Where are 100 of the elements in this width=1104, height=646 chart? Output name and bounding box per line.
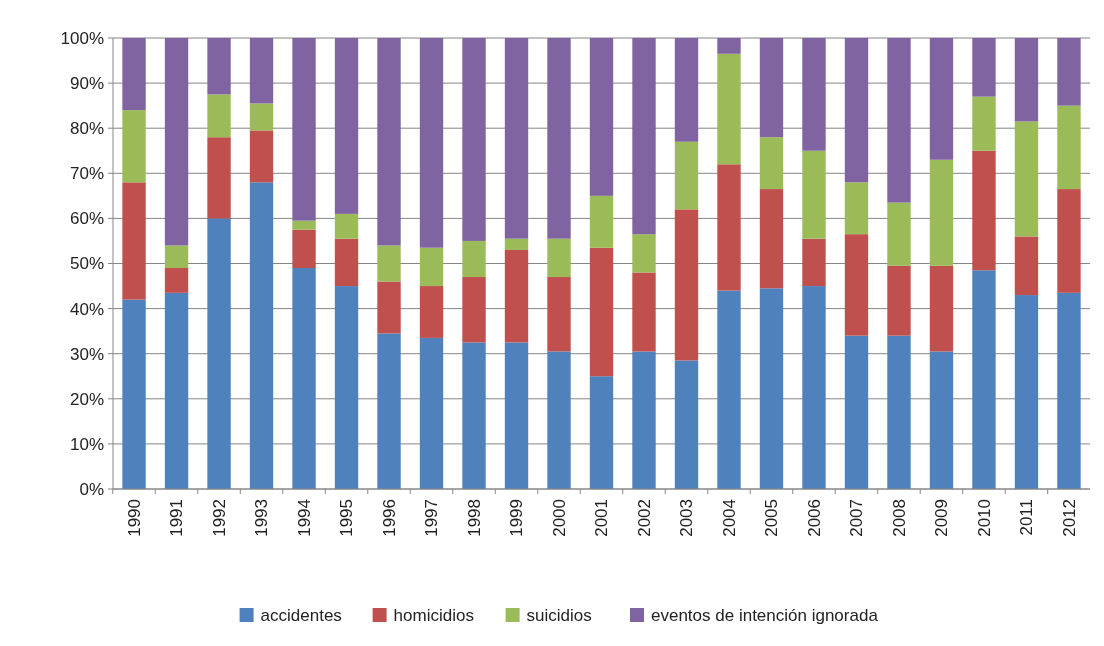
bar: [759, 189, 784, 289]
bar: [207, 218, 231, 489]
bar: [377, 281, 401, 334]
bar: [292, 268, 316, 489]
bar: [929, 159, 954, 266]
bar: [122, 110, 146, 183]
bar: [249, 103, 274, 131]
bar: [122, 38, 146, 111]
bar: [887, 265, 911, 336]
bar: [759, 38, 784, 138]
bar: [122, 182, 146, 300]
bar: [929, 351, 954, 489]
bar: [334, 238, 359, 287]
bar: [717, 164, 741, 291]
bar: [249, 38, 274, 104]
legend-label: suicidios: [526, 605, 592, 625]
x-tick-label: 1995: [337, 499, 357, 537]
legend-label: eventos de intención ignorada: [651, 605, 879, 625]
bar: [334, 286, 359, 489]
x-tick-label: 2001: [592, 499, 612, 537]
y-tick-label: 60%: [69, 209, 104, 229]
y-tick-label: 0%: [79, 479, 104, 499]
bar: [547, 38, 571, 239]
bar: [802, 150, 826, 239]
bar: [674, 360, 699, 489]
bar: [334, 38, 359, 214]
y-tick-label: 30%: [69, 344, 104, 364]
bar: [632, 234, 656, 273]
x-tick-label: 2007: [847, 499, 867, 537]
y-tick-label: 20%: [69, 389, 104, 409]
bar: [717, 38, 741, 54]
bar: [802, 238, 826, 287]
x-tick-label: 2004: [719, 499, 739, 537]
bar: [292, 220, 316, 230]
bar: [929, 265, 954, 352]
bar: [164, 245, 189, 269]
bar: [717, 53, 741, 165]
x-tick-label: 2009: [932, 499, 952, 537]
bar: [504, 342, 529, 489]
bar: [589, 38, 614, 196]
y-tick-label: 70%: [69, 164, 104, 184]
bar: [802, 286, 826, 489]
x-tick-label: 1992: [209, 499, 229, 537]
bar: [1014, 295, 1039, 489]
bar: [547, 238, 571, 278]
bar: [249, 130, 274, 183]
bar: [164, 292, 189, 489]
bar: [419, 286, 444, 338]
x-tick-label: 1991: [167, 499, 187, 537]
bar: [419, 337, 444, 489]
bar: [164, 268, 189, 293]
bar: [547, 277, 571, 352]
bar: [1057, 38, 1081, 106]
x-tick-label: 2000: [549, 499, 569, 537]
x-tick-label: 2008: [889, 499, 909, 537]
x-tick-label: 1996: [379, 499, 399, 537]
y-tick-label: 90%: [69, 74, 104, 94]
bar: [674, 209, 699, 361]
bar: [972, 38, 996, 97]
bar: [292, 38, 316, 221]
bar: [972, 96, 996, 151]
bar: [717, 290, 741, 489]
bar: [462, 342, 486, 489]
bar: [632, 351, 656, 489]
bar: [589, 195, 614, 248]
bar: [1014, 121, 1039, 237]
bar: [802, 38, 826, 151]
bar: [674, 38, 699, 142]
x-tick-label: 1990: [124, 499, 144, 537]
bar: [292, 229, 316, 269]
bar: [844, 335, 869, 489]
bar: [887, 38, 911, 203]
bar: [377, 38, 401, 246]
bar: [547, 351, 571, 489]
bar: [589, 247, 614, 377]
y-tick-label: 10%: [69, 434, 104, 454]
legend-label: accidentes: [260, 605, 342, 625]
bar: [887, 202, 911, 266]
bar: [887, 335, 911, 489]
bar: [207, 38, 231, 95]
x-tick-label: 2002: [634, 499, 654, 537]
x-tick-label: 2012: [1059, 499, 1079, 537]
bar: [632, 272, 656, 352]
legend-label: homicidios: [393, 605, 474, 625]
bar: [759, 288, 784, 489]
bar: [844, 182, 869, 235]
y-tick-label: 80%: [69, 119, 104, 139]
bar: [1057, 105, 1081, 190]
bar: [674, 141, 699, 210]
bar: [377, 245, 401, 282]
bar: [504, 238, 529, 250]
y-tick-label: 40%: [69, 299, 104, 319]
bar: [207, 94, 231, 138]
x-tick-label: 2010: [974, 499, 994, 537]
bar: [844, 234, 869, 336]
bar: [122, 299, 146, 489]
bar: [1014, 38, 1039, 122]
bar: [589, 376, 614, 489]
x-tick-label: 1998: [464, 499, 484, 537]
bar: [844, 38, 869, 183]
